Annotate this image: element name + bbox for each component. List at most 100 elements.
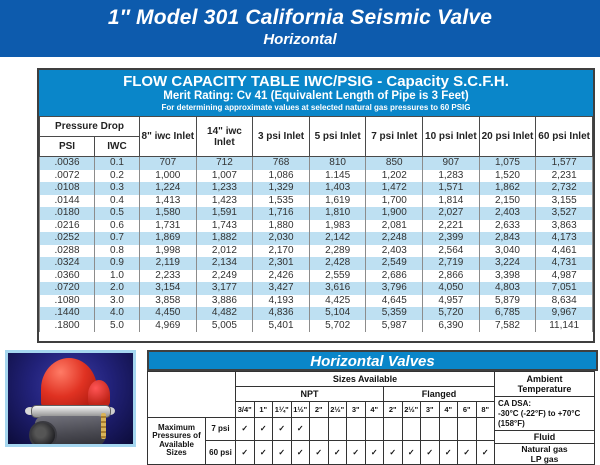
flow-table-row: .0720 2.0 3,154 3,177 3,427 3,616 3,796 4,050 4,…	[39, 282, 593, 295]
flow-table-row: .0360 1.0 2,233 2,249 2,426 2,559 2,686 2,866 3,…	[39, 269, 593, 282]
pressure-psi-cell: .0108	[39, 182, 95, 195]
flow-value-cell: 1,535	[252, 194, 310, 207]
flow-value-cell: 2,248	[365, 232, 424, 245]
flow-value-cell: 3,616	[308, 282, 367, 295]
empty-check-cell	[475, 416, 495, 441]
flow-table-note: For determining approximate values at se…	[161, 103, 471, 112]
check-mark-cell: ✓	[253, 416, 273, 441]
pressure-iwc-cell: 0.9	[93, 257, 141, 270]
flow-value-cell: 1,472	[365, 182, 424, 195]
flow-value-cell: 1,520	[478, 169, 537, 182]
sizes-available-header: Sizes Available	[235, 371, 495, 387]
flow-value-cell: 2,119	[139, 257, 197, 270]
flow-table-body: .0036 0.1 707 712 768 810 850 907 1,075 1,577.007…	[39, 156, 593, 332]
flow-value-cell: 1,086	[252, 169, 310, 182]
flow-value-cell: 2,686	[365, 269, 424, 282]
flow-value-cell: 3,863	[535, 219, 593, 232]
column-header-8iwc: 8" iwc Inlet	[139, 116, 197, 157]
flow-table-title: FLOW CAPACITY TABLE IWC/PSIG - Capacity …	[123, 73, 509, 90]
flow-value-cell: 2,559	[308, 269, 367, 282]
flow-value-cell: 5,720	[422, 307, 480, 320]
check-mark-cell: ✓	[383, 439, 403, 465]
check-mark-cell: ✓	[235, 439, 255, 465]
pressure-iwc-cell: 0.2	[93, 169, 141, 182]
pressure-drop-header: Pressure Drop	[38, 116, 141, 137]
pressure-psi-cell: .0036	[39, 156, 95, 170]
flow-value-cell: 6,785	[478, 307, 537, 320]
empty-check-cell	[346, 416, 366, 441]
flow-value-cell: 3,886	[195, 294, 254, 307]
check-mark-cell: ✓	[309, 439, 329, 465]
valve-red-cap	[41, 358, 97, 408]
flow-value-cell: 5,879	[478, 294, 537, 307]
valve-sight-tube	[101, 413, 106, 439]
flow-table-row: .0144 0.4 1,413 1,423 1,535 1,619 1,700 1,814 2,…	[39, 194, 593, 207]
flow-value-cell: 1.145	[308, 169, 367, 182]
flow-value-cell: 8,634	[535, 294, 593, 307]
flow-value-cell: 3,177	[195, 282, 254, 295]
flow-value-cell: 1,700	[365, 194, 424, 207]
flow-value-cell: 1,283	[422, 169, 480, 182]
flow-value-cell: 1,591	[195, 207, 254, 220]
flow-value-cell: 2,249	[195, 269, 254, 282]
size-label-cell: 4"	[364, 400, 384, 418]
pressure-iwc-cell: 2.0	[93, 282, 141, 295]
flow-value-cell: 2,027	[422, 207, 480, 220]
sizes-table-corner	[147, 371, 236, 418]
flow-value-cell: 1,743	[195, 219, 254, 232]
valve-product-photo	[5, 350, 136, 447]
check-mark-cell: ✓	[420, 439, 440, 465]
page-title: 1″ Model 301 California Seismic Valve	[107, 6, 493, 29]
empty-check-cell	[420, 416, 440, 441]
empty-check-cell	[383, 416, 403, 441]
pressure-iwc-cell: 4.0	[93, 307, 141, 320]
pressure-psi-cell: .0072	[39, 169, 95, 182]
flow-value-cell: 1,075	[478, 156, 537, 170]
flow-value-cell: 2,233	[139, 269, 197, 282]
ambient-temperature-label: Ambient Temperature	[517, 374, 572, 394]
flow-table-header: FLOW CAPACITY TABLE IWC/PSIG - Capacity …	[39, 70, 593, 116]
flow-value-cell: 1,810	[308, 207, 367, 220]
temperature-range: -30°C (-22°F) to +70°C (158°F)	[498, 408, 581, 428]
flow-value-cell: 1,880	[252, 219, 310, 232]
column-header-5psi: 5 psi Inlet	[308, 116, 367, 157]
pressure-7psi-label: 7 psi	[205, 416, 236, 441]
size-label-cell: 2½"	[401, 400, 421, 418]
check-mark-cell: ✓	[272, 439, 292, 465]
pressure-iwc-cell: 5.0	[93, 319, 141, 332]
pressure-iwc-cell: 0.7	[93, 232, 141, 245]
flow-value-cell: 4,425	[308, 294, 367, 307]
size-label-cell: 2"	[309, 400, 329, 418]
horizontal-valves-panel: Horizontal Valves Sizes Available NPT Fl…	[147, 350, 598, 465]
check-mark-cell: ✓	[290, 416, 310, 441]
flow-value-cell: 707	[139, 156, 197, 170]
check-mark-cell: ✓	[327, 439, 347, 465]
size-label-cell: 1¼"	[272, 400, 292, 418]
flow-value-cell: 4,803	[478, 282, 537, 295]
flow-value-cell: 5,702	[308, 319, 367, 332]
flow-value-cell: 1,423	[195, 194, 254, 207]
flow-value-cell: 4,450	[139, 307, 197, 320]
column-header-3psi: 3 psi Inlet	[252, 116, 310, 157]
flow-value-cell: 4,645	[365, 294, 424, 307]
empty-check-cell	[401, 416, 421, 441]
empty-check-cell	[309, 416, 329, 441]
flow-value-cell: 2,081	[365, 219, 424, 232]
pressure-60psi-label: 60 psi	[205, 439, 236, 465]
valve-inlet-port	[29, 421, 57, 444]
flow-value-cell: 1,882	[195, 232, 254, 245]
flow-value-cell: 810	[308, 156, 367, 170]
flow-value-cell: 1,619	[308, 194, 367, 207]
flow-table-row: .0108 0.3 1,224 1,233 1,329 1,403 1,472 1,571 1,…	[39, 182, 593, 195]
flow-value-cell: 2,403	[365, 244, 424, 257]
flow-value-cell: 1,202	[365, 169, 424, 182]
check-mark-cell: ✓	[401, 439, 421, 465]
pressure-psi-cell: .1800	[39, 319, 95, 332]
pressure-psi-cell: .0288	[39, 244, 95, 257]
empty-check-cell	[438, 416, 458, 441]
check-mark-cell: ✓	[364, 439, 384, 465]
flow-value-cell: 11,141	[535, 319, 593, 332]
flow-value-cell: 2,719	[422, 257, 480, 270]
size-label-cell: 3"	[420, 400, 440, 418]
flow-value-cell: 7,582	[478, 319, 537, 332]
